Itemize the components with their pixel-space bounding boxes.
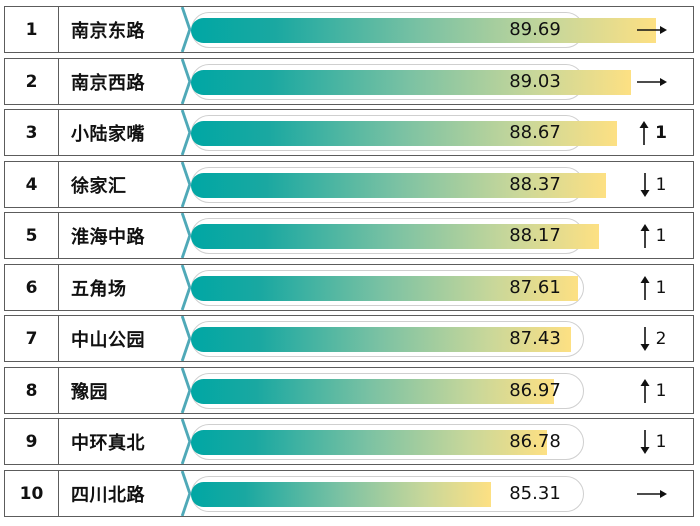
rank-change: 1 <box>617 419 687 464</box>
score-bar <box>191 121 618 146</box>
score-bar <box>191 379 554 404</box>
score-value: 87.43 <box>509 328 561 349</box>
arrow-right-icon <box>637 489 667 498</box>
district-name: 徐家汇 <box>71 175 127 197</box>
arrow-right-icon <box>637 25 667 34</box>
district-name: 中环真北 <box>71 432 145 454</box>
row-divider-icon <box>180 368 192 413</box>
rank-change: 1 <box>617 368 687 413</box>
rank-number: 4 <box>5 162 59 207</box>
score-value: 86.97 <box>509 380 561 401</box>
row-divider-icon <box>180 162 192 207</box>
score-bar <box>191 224 599 249</box>
rank-number: 9 <box>5 419 59 464</box>
ranking-row: 7 中山公园 87.43 2 <box>4 315 694 362</box>
score-value: 86.78 <box>509 431 561 452</box>
ranking-row: 4 徐家汇 88.37 1 <box>4 161 694 208</box>
score-bar <box>191 18 656 43</box>
rank-change: 1 <box>617 265 687 310</box>
arrow-right-icon <box>637 77 667 86</box>
ranking-row: 8 豫园 86.97 1 <box>4 367 694 414</box>
rank-change-number: 1 <box>655 225 667 246</box>
rank-change-number: 1 <box>655 122 667 143</box>
district-name: 五角场 <box>71 278 127 300</box>
rank-number: 3 <box>5 110 59 155</box>
arrow-down-icon <box>640 429 650 454</box>
rank-change <box>617 471 687 516</box>
rank-number: 7 <box>5 316 59 361</box>
arrow-up-icon <box>640 378 650 403</box>
row-divider-icon <box>180 59 192 104</box>
rank-change: 2 <box>617 316 687 361</box>
district-name: 南京西路 <box>71 72 145 94</box>
score-bar <box>191 276 578 301</box>
ranking-row: 5 淮海中路 88.17 1 <box>4 212 694 259</box>
arrow-up-icon <box>639 120 649 145</box>
district-name: 中山公园 <box>71 329 145 351</box>
score-value: 88.17 <box>509 225 561 246</box>
ranking-row: 6 五角场 87.61 1 <box>4 264 694 311</box>
ranking-row: 10 四川北路 85.31 <box>4 470 694 517</box>
district-name: 南京东路 <box>71 20 145 42</box>
arrow-up-icon <box>640 275 650 300</box>
rank-number: 10 <box>5 471 59 516</box>
ranking-row: 9 中环真北 86.78 1 <box>4 418 694 465</box>
arrow-up-icon <box>640 223 650 248</box>
score-value: 88.37 <box>509 174 561 195</box>
row-divider-icon <box>180 471 192 516</box>
score-bar <box>191 70 631 95</box>
rank-change <box>617 7 687 52</box>
ranking-row: 3 小陆家嘴 88.67 1 <box>4 109 694 156</box>
rank-number: 1 <box>5 7 59 52</box>
rank-number: 5 <box>5 213 59 258</box>
district-name: 豫园 <box>71 381 108 403</box>
rank-change-number: 2 <box>655 328 667 349</box>
row-divider-icon <box>180 213 192 258</box>
score-bar <box>191 482 492 507</box>
rank-change-number: 1 <box>655 380 667 401</box>
rank-number: 8 <box>5 368 59 413</box>
score-value: 89.03 <box>509 71 561 92</box>
ranking-row: 2 南京西路 89.03 <box>4 58 694 105</box>
rank-change-number: 1 <box>655 277 667 298</box>
score-value: 88.67 <box>509 122 561 143</box>
arrow-down-icon <box>640 172 650 197</box>
score-value: 89.69 <box>509 19 561 40</box>
score-value: 87.61 <box>509 277 561 298</box>
row-divider-icon <box>180 316 192 361</box>
row-divider-icon <box>180 7 192 52</box>
district-name: 四川北路 <box>71 484 145 506</box>
rank-change: 1 <box>617 162 687 207</box>
rank-change <box>617 59 687 104</box>
row-divider-icon <box>180 419 192 464</box>
score-value: 85.31 <box>509 483 561 504</box>
score-bar <box>191 327 571 352</box>
arrow-down-icon <box>640 326 650 351</box>
rank-change: 1 <box>617 110 687 155</box>
district-name: 淮海中路 <box>71 226 145 248</box>
rank-change: 1 <box>617 213 687 258</box>
rank-number: 2 <box>5 59 59 104</box>
row-divider-icon <box>180 265 192 310</box>
row-divider-icon <box>180 110 192 155</box>
score-bar <box>191 430 547 455</box>
rank-number: 6 <box>5 265 59 310</box>
score-bar <box>191 173 607 198</box>
ranking-row: 1 南京东路 89.69 <box>4 6 694 53</box>
rank-change-number: 1 <box>655 174 667 195</box>
rank-change-number: 1 <box>655 431 667 452</box>
district-name: 小陆家嘴 <box>71 123 145 145</box>
